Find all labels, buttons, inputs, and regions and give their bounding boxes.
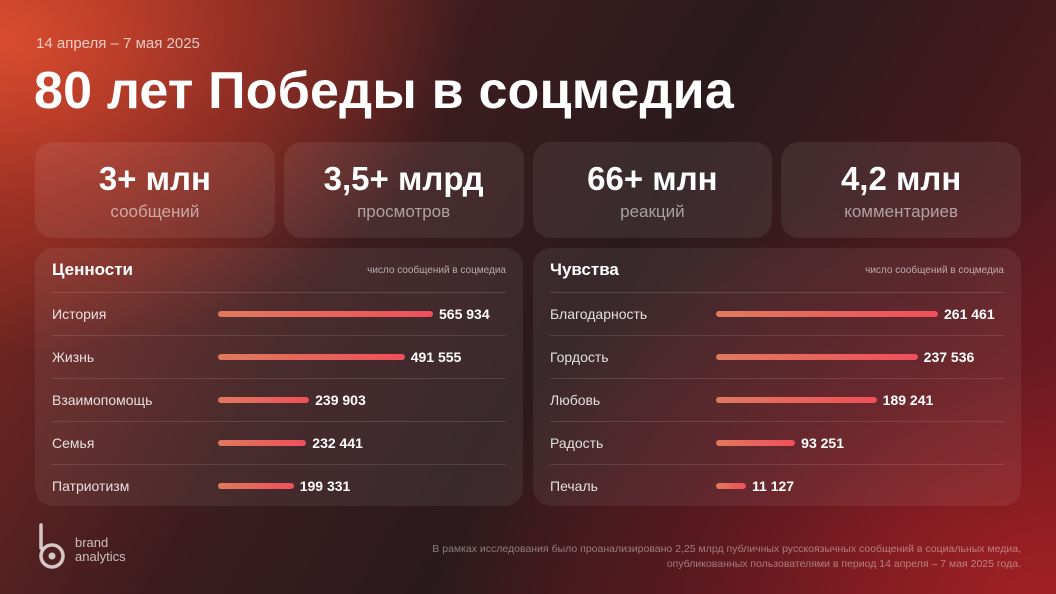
category-label: Семья [52, 435, 95, 451]
footnote: В рамках исследования было проанализиров… [361, 542, 1021, 572]
category-label: Взаимопомощь [52, 392, 153, 408]
chart-rows: Благодарность 261 461 Гордость 237 536 Любов… [550, 293, 1004, 507]
category-label: Печаль [550, 478, 598, 494]
chart-row: Печаль 11 127 [550, 465, 1004, 507]
bar-track: 239 903 [218, 379, 518, 421]
bar-value-label: 189 241 [882, 392, 934, 408]
chart-title: Ценности [52, 260, 134, 279]
bar [716, 354, 918, 360]
chart-row: Благодарность 261 461 [550, 293, 1004, 336]
bar-value-label: 261 461 [944, 306, 995, 322]
bar-track: 189 241 [716, 379, 1016, 421]
category-label: Радость [550, 435, 604, 451]
stat-card-views: 3,5+ млрд просмотров [283, 142, 524, 238]
stats-row: 3+ млн сообщений 3,5+ млрд просмотров 66… [35, 142, 1021, 238]
stat-card-reactions: 66+ млн реакций [532, 142, 773, 238]
brand-logo: brand analytics [33, 522, 126, 577]
stat-value: 3,5+ млрд [323, 160, 484, 197]
bar-track: 261 461 [716, 293, 1016, 335]
bar [218, 483, 294, 489]
values-chart-panel: Ценности число сообщений в соцмедиа Исто… [35, 248, 523, 506]
bar [716, 397, 877, 403]
footnote-line2: опубликованных пользователями в период 1… [666, 558, 1021, 570]
stat-label: реакций [620, 202, 685, 221]
bar [716, 311, 938, 317]
bar-track: 237 536 [716, 336, 1016, 378]
chart-row: Радость 93 251 [550, 422, 1004, 465]
chart-row: Жизнь 491 555 [52, 336, 506, 379]
bar-value-label: 565 934 [439, 306, 490, 322]
chart-row: Семья 232 441 [52, 422, 506, 465]
chart-title: Чувства [550, 260, 619, 279]
bar-track: 11 127 [716, 465, 1016, 507]
brand-name-line1: brand [75, 534, 109, 550]
stat-value: 4,2 млн [840, 160, 962, 197]
bar [218, 311, 433, 317]
chart-row: Любовь 189 241 [550, 379, 1004, 422]
stat-label: сообщений [110, 202, 200, 221]
stat-value: 66+ млн [587, 160, 718, 197]
category-label: Благодарность [550, 306, 648, 322]
category-label: Патриотизм [52, 478, 130, 494]
bar-value-label: 11 127 [752, 478, 795, 494]
chart-subtitle: число сообщений в соцмедиа [865, 264, 1004, 276]
bar-track: 491 555 [218, 336, 518, 378]
bar-track: 93 251 [716, 422, 1016, 464]
date-range: 14 апреля – 7 мая 2025 [36, 35, 200, 52]
category-label: История [52, 306, 107, 322]
chart-row: Гордость 237 536 [550, 336, 1004, 379]
stat-card-comments: 4,2 млн комментариев [781, 142, 1021, 238]
bar-track: 199 331 [218, 465, 518, 507]
bar [716, 483, 746, 489]
chart-row: Взаимопомощь 239 903 [52, 379, 506, 422]
brand-name-line2: analytics [75, 548, 126, 564]
page-title: 80 лет Победы в соцмедиа [34, 62, 734, 120]
category-label: Любовь [550, 392, 601, 408]
chart-row: История 565 934 [52, 293, 506, 336]
category-label: Жизнь [52, 349, 95, 365]
bar [716, 440, 796, 446]
brand-name: brand analytics [75, 534, 126, 564]
feelings-chart-panel: Чувства число сообщений в соцмедиа Благо… [533, 248, 1021, 506]
bar-value-label: 199 331 [299, 478, 351, 494]
category-label: Гордость [550, 349, 609, 365]
bar [218, 440, 307, 446]
bar-value-label: 237 536 [923, 349, 975, 365]
bar-value-label: 491 555 [410, 349, 462, 365]
stat-card-messages: 3+ млн сообщений [35, 142, 275, 238]
bar-value-label: 93 251 [801, 435, 844, 451]
panel-header: Ценности число сообщений в соцмедиа [52, 248, 506, 293]
bar-value-label: 239 903 [315, 392, 366, 408]
stat-label: комментариев [844, 202, 959, 221]
stat-label: просмотров [357, 202, 451, 221]
footnote-line1: В рамках исследования было проанализиров… [432, 543, 1021, 555]
bar-track: 565 934 [218, 293, 518, 335]
bar [218, 354, 405, 360]
bar [218, 397, 310, 403]
stat-value: 3+ млн [98, 160, 211, 197]
bar-value-label: 232 441 [312, 435, 363, 451]
chart-row: Патриотизм 199 331 [52, 465, 506, 507]
chart-subtitle: число сообщений в соцмедиа [367, 264, 506, 276]
bar-track: 232 441 [218, 422, 518, 464]
brand-analytics-logo-icon [33, 522, 69, 577]
chart-rows: История 565 934 Жизнь 491 555 Взаимопомощь 23… [52, 293, 506, 507]
panel-header: Чувства число сообщений в соцмедиа [550, 248, 1004, 293]
